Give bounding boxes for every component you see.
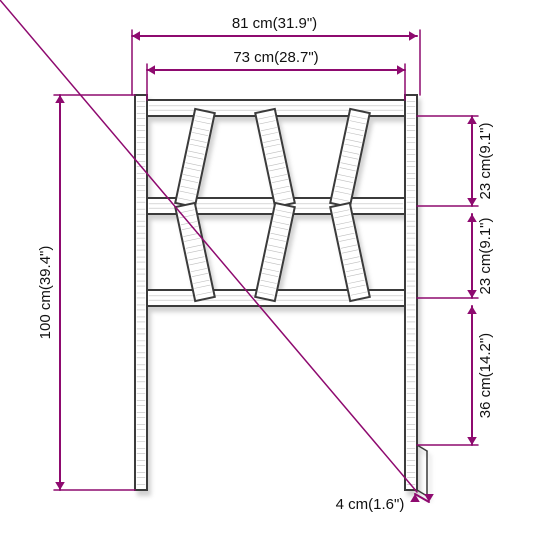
depth-label: 4 cm(1.6") [336, 496, 405, 513]
width-inner-label: 73 cm(28.7") [233, 49, 318, 66]
seg-top-label: 23 cm(9.1") [477, 217, 494, 294]
headboard [135, 95, 427, 496]
seg-low-label: 36 cm(14.2") [477, 333, 494, 418]
seg-top-label: 23 cm(9.1") [477, 122, 494, 199]
dimensions: 81 cm(31.9") 73 cm(28.7") 100 cm(39.4") 23 … [0, 0, 494, 513]
height-total-label: 100 cm(39.4") [37, 246, 54, 340]
width-outer-label: 81 cm(31.9") [232, 15, 317, 32]
